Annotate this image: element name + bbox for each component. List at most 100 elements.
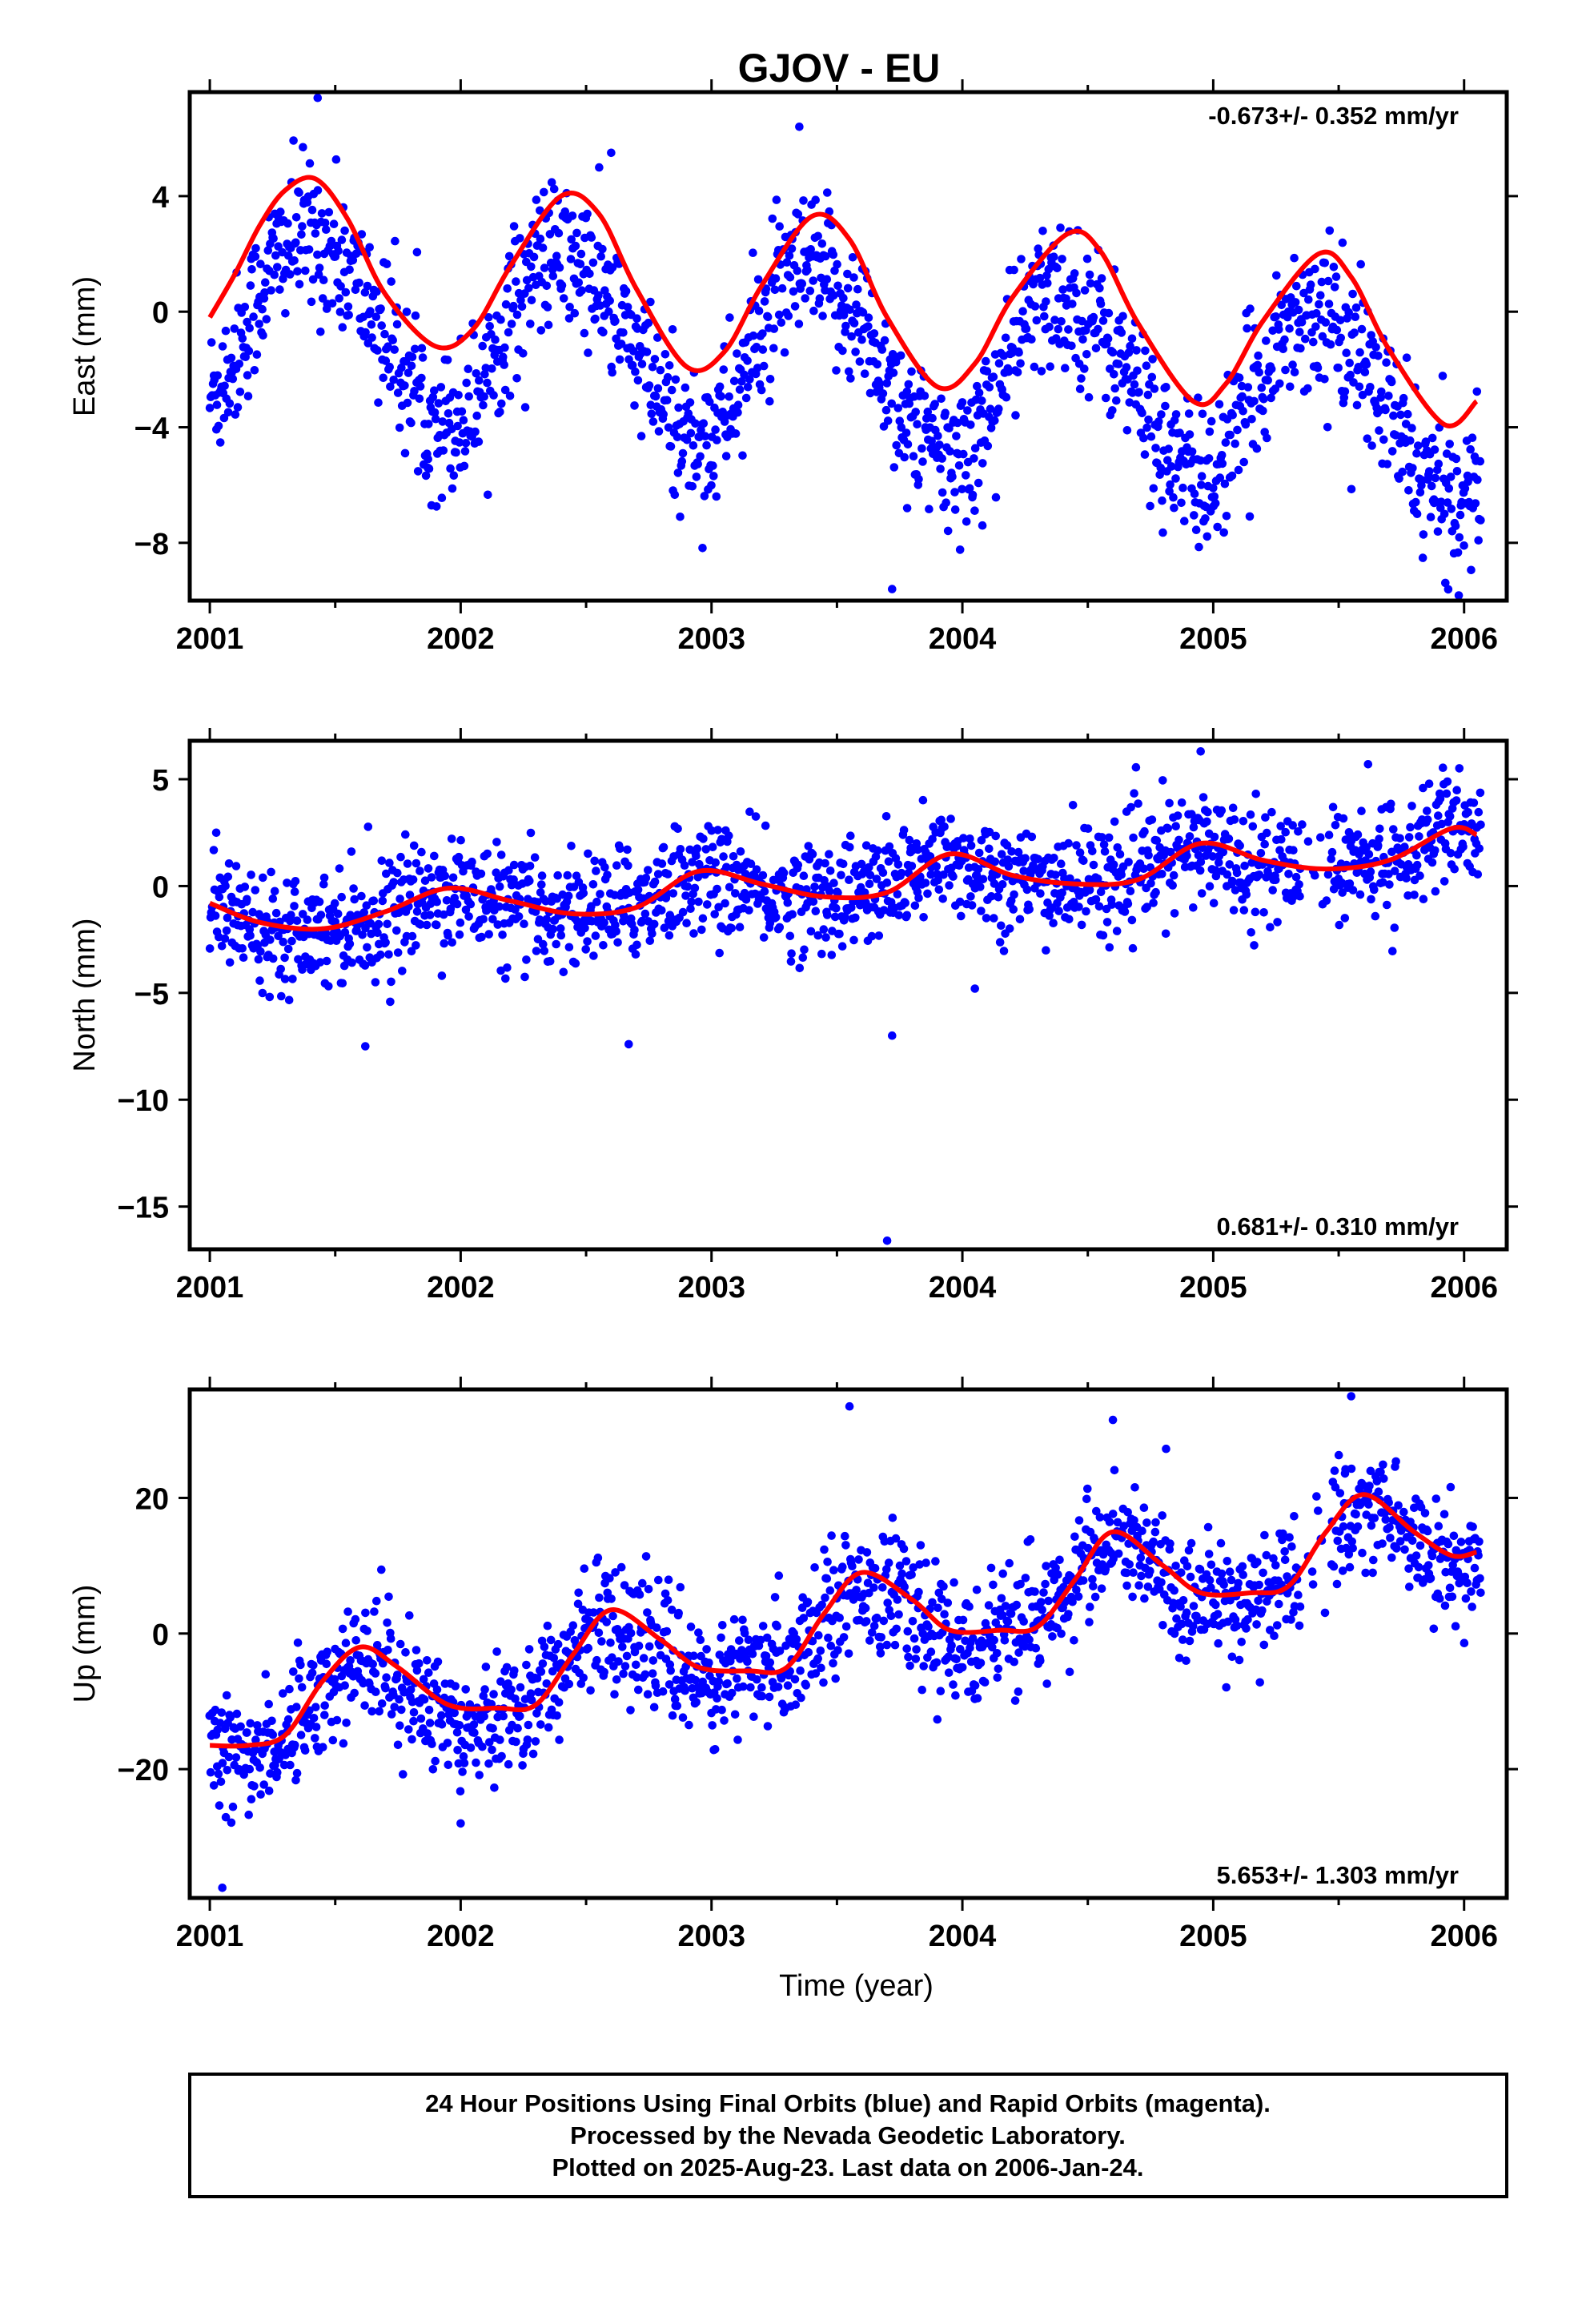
data-point (1239, 457, 1248, 467)
y-tick-label: 0 (152, 1618, 169, 1652)
data-point (622, 1651, 632, 1661)
data-point (249, 312, 258, 321)
data-point (514, 912, 524, 921)
data-point (1089, 1582, 1098, 1591)
data-point (708, 842, 717, 851)
data-point (397, 1705, 406, 1715)
data-point (982, 914, 991, 923)
data-point (612, 861, 621, 870)
data-point (246, 1719, 255, 1728)
data-point (484, 313, 493, 322)
data-point (311, 1703, 320, 1711)
data-point (1152, 836, 1162, 845)
data-point (1334, 364, 1343, 372)
data-point (512, 310, 522, 320)
data-point (928, 834, 937, 843)
data-point (758, 329, 767, 338)
data-point (632, 314, 641, 324)
data-point (1009, 905, 1018, 914)
north-ylabel: North (mm) (68, 918, 102, 1072)
data-point (556, 931, 566, 940)
data-point (1082, 254, 1092, 263)
data-point (239, 953, 248, 962)
data-point (1131, 762, 1141, 772)
data-point (1461, 1594, 1471, 1603)
data-point (663, 372, 673, 382)
data-point (443, 1739, 452, 1747)
data-point (592, 866, 600, 875)
data-point (1187, 810, 1196, 818)
data-point (1110, 817, 1119, 826)
data-point (517, 302, 527, 312)
data-point (1259, 1640, 1269, 1650)
data-point (845, 875, 853, 884)
data-point (512, 1737, 520, 1747)
data-point (472, 369, 481, 378)
data-point (687, 897, 696, 907)
data-point (652, 1623, 661, 1632)
data-point (845, 305, 854, 315)
data-point (496, 408, 504, 416)
data-point (1434, 811, 1443, 820)
data-point (901, 1557, 911, 1566)
data-point (466, 899, 476, 909)
data-point (688, 482, 697, 491)
data-point (1174, 835, 1183, 845)
data-point (283, 944, 293, 954)
data-point (279, 1689, 287, 1698)
data-point (657, 859, 667, 868)
data-point (405, 891, 415, 899)
data-point (475, 376, 484, 385)
data-point (966, 420, 975, 429)
data-point (520, 919, 528, 928)
data-point (832, 903, 841, 913)
data-point (1155, 470, 1164, 479)
data-point (313, 186, 323, 195)
data-point (785, 251, 794, 260)
data-point (1070, 269, 1079, 278)
data-point (746, 1683, 755, 1692)
data-point (1211, 1600, 1220, 1610)
data-point (1252, 1620, 1261, 1629)
data-point (745, 807, 754, 816)
data-point (926, 1647, 936, 1656)
data-point (369, 896, 379, 905)
data-point (930, 400, 939, 408)
data-point (1246, 810, 1255, 819)
data-point (820, 876, 829, 885)
data-point (608, 368, 616, 377)
data-point (1455, 764, 1464, 773)
data-point (1423, 1526, 1432, 1536)
data-point (223, 1766, 232, 1775)
data-point (480, 392, 488, 401)
data-point (536, 1720, 545, 1729)
outlier-point (882, 1236, 892, 1245)
data-point (1452, 796, 1461, 805)
data-point (1035, 273, 1045, 283)
data-point (1415, 488, 1425, 497)
outlier-point (970, 984, 979, 993)
data-point (363, 281, 372, 291)
data-point (722, 862, 731, 872)
data-point (845, 367, 853, 376)
data-point (215, 892, 224, 902)
data-point (396, 895, 404, 903)
data-point (753, 1675, 761, 1684)
data-point (1402, 874, 1411, 883)
data-point (295, 1674, 303, 1683)
data-point (339, 1739, 348, 1748)
data-point (878, 389, 888, 398)
data-point (1130, 1483, 1139, 1492)
data-point (1476, 516, 1485, 525)
data-point (376, 304, 385, 313)
data-point (1328, 802, 1338, 812)
data-point (1140, 1594, 1149, 1603)
data-point (368, 1659, 378, 1669)
data-point (1401, 420, 1411, 428)
data-point (1389, 411, 1398, 420)
data-point (884, 1558, 893, 1567)
data-point (1098, 833, 1106, 842)
data-point (821, 858, 829, 868)
data-point (404, 368, 413, 377)
data-point (1427, 433, 1437, 443)
